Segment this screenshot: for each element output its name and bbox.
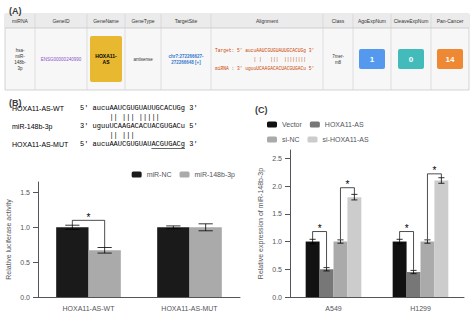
svg-text:CleaveExpNum: CleaveExpNum (394, 18, 429, 24)
svg-text:A549: A549 (325, 305, 341, 312)
svg-text:Vector: Vector (282, 121, 303, 128)
svg-text:1: 1 (370, 55, 375, 64)
svg-text:HOXA11-AS-WT: HOXA11-AS-WT (12, 105, 65, 112)
svg-text:H1299: H1299 (410, 305, 431, 312)
svg-text:(C): (C) (255, 105, 268, 115)
svg-text:| | ||| ||||||||: | | ||| |||||||| (215, 57, 306, 62)
svg-text:|| |||: || ||| (80, 131, 135, 139)
svg-text:AS: AS (103, 59, 111, 65)
svg-text:(A): (A) (9, 6, 22, 16)
svg-text:*: * (318, 223, 322, 234)
svg-text:HOXA11-AS-MUT: HOXA11-AS-MUT (12, 141, 69, 148)
svg-text:miR-NC: miR-NC (147, 171, 172, 178)
svg-text:GeneID: GeneID (52, 18, 70, 24)
svg-text:3' uguuUCAAGACACUACGUGACu 5': 3' uguuUCAAGACACUACGUGACu 5' (80, 122, 198, 130)
svg-text:272266648 [+]: 272266648 [+] (171, 60, 201, 65)
svg-text:miR-148b-3p: miR-148b-3p (195, 171, 236, 179)
svg-text:AgoExpNum: AgoExpNum (358, 18, 386, 24)
svg-text:1.0: 1.0 (20, 224, 30, 231)
svg-text:7mer-: 7mer- (332, 54, 344, 59)
svg-text:Alignment: Alignment (256, 18, 279, 24)
svg-text:HOXA11-AS-MUT: HOXA11-AS-MUT (161, 305, 218, 312)
svg-text:1.0: 1.0 (272, 238, 282, 245)
svg-text:148b-: 148b- (14, 60, 26, 65)
svg-text:0.5: 0.5 (20, 259, 30, 266)
svg-text:2.0: 2.0 (272, 183, 282, 190)
svg-text:antisense: antisense (133, 57, 153, 62)
svg-text:14: 14 (446, 55, 455, 64)
svg-text:5' aucuAAUCGUGUAUUGCACUGg 3': 5' aucuAAUCGUGUAUUGCACUGg 3' (80, 104, 198, 112)
svg-text:Class: Class (332, 18, 345, 24)
svg-text:(B): (B) (9, 97, 22, 108)
svg-text:*: * (405, 223, 409, 234)
svg-text:HOXA11-: HOXA11- (95, 53, 117, 59)
svg-text:hsa-: hsa- (16, 48, 25, 53)
svg-text:0.0: 0.0 (20, 294, 30, 301)
svg-text:m8: m8 (335, 60, 342, 65)
svg-text:2.5: 2.5 (272, 155, 282, 162)
svg-text:*: * (345, 179, 349, 190)
svg-text:si-NC: si-NC (282, 136, 300, 143)
svg-text:0.0: 0.0 (272, 294, 282, 301)
svg-text:miR-: miR- (15, 54, 25, 59)
svg-text:Relative luciferase activity: Relative luciferase activity (5, 199, 13, 280)
svg-text:TargetSite: TargetSite (175, 18, 198, 24)
svg-text:GeneName: GeneName (93, 18, 119, 24)
svg-text:Relative expression of miR-148: Relative expression of miR-148b-3p (257, 168, 265, 279)
svg-text:si-HOXA11-AS: si-HOXA11-AS (322, 136, 368, 143)
svg-text:Target: 5' aucuAAUCGUGUAUUGCAC: Target: 5' aucuAAUCGUGUAUUGCACUGg 3' (215, 48, 314, 53)
svg-text:|| ||| |||||: || ||| ||||| (80, 113, 160, 121)
svg-text:miRNA: miRNA (12, 18, 28, 24)
svg-text:1.5: 1.5 (20, 189, 30, 196)
svg-text:miR-148b-3p: miR-148b-3p (12, 123, 53, 131)
svg-text:chr7:272266627-: chr7:272266627- (168, 54, 204, 59)
svg-text:0: 0 (409, 55, 414, 64)
svg-text:1.5: 1.5 (272, 210, 282, 217)
svg-text:*: * (87, 212, 91, 223)
svg-text:GeneType: GeneType (131, 18, 154, 24)
svg-text:ENSG00000240990: ENSG00000240990 (41, 57, 82, 62)
svg-text:Pan-Cancer: Pan-Cancer (437, 18, 464, 24)
svg-text:5' aucuAAUCGUGUAUACGUGACg 3': 5' aucuAAUCGUGUAUACGUGACg 3' (80, 140, 198, 148)
svg-text:3p: 3p (17, 66, 23, 71)
svg-text:HOXA11-AS-WT: HOXA11-AS-WT (63, 305, 116, 312)
svg-text:0.5: 0.5 (272, 266, 282, 273)
svg-text:HOXA11-AS: HOXA11-AS (325, 121, 364, 128)
svg-text:miRNA : 3' uguuUCAAGACACUACGUG: miRNA : 3' uguuUCAAGACACUACGUGACu 5' (215, 66, 314, 71)
svg-text:*: * (432, 165, 436, 176)
